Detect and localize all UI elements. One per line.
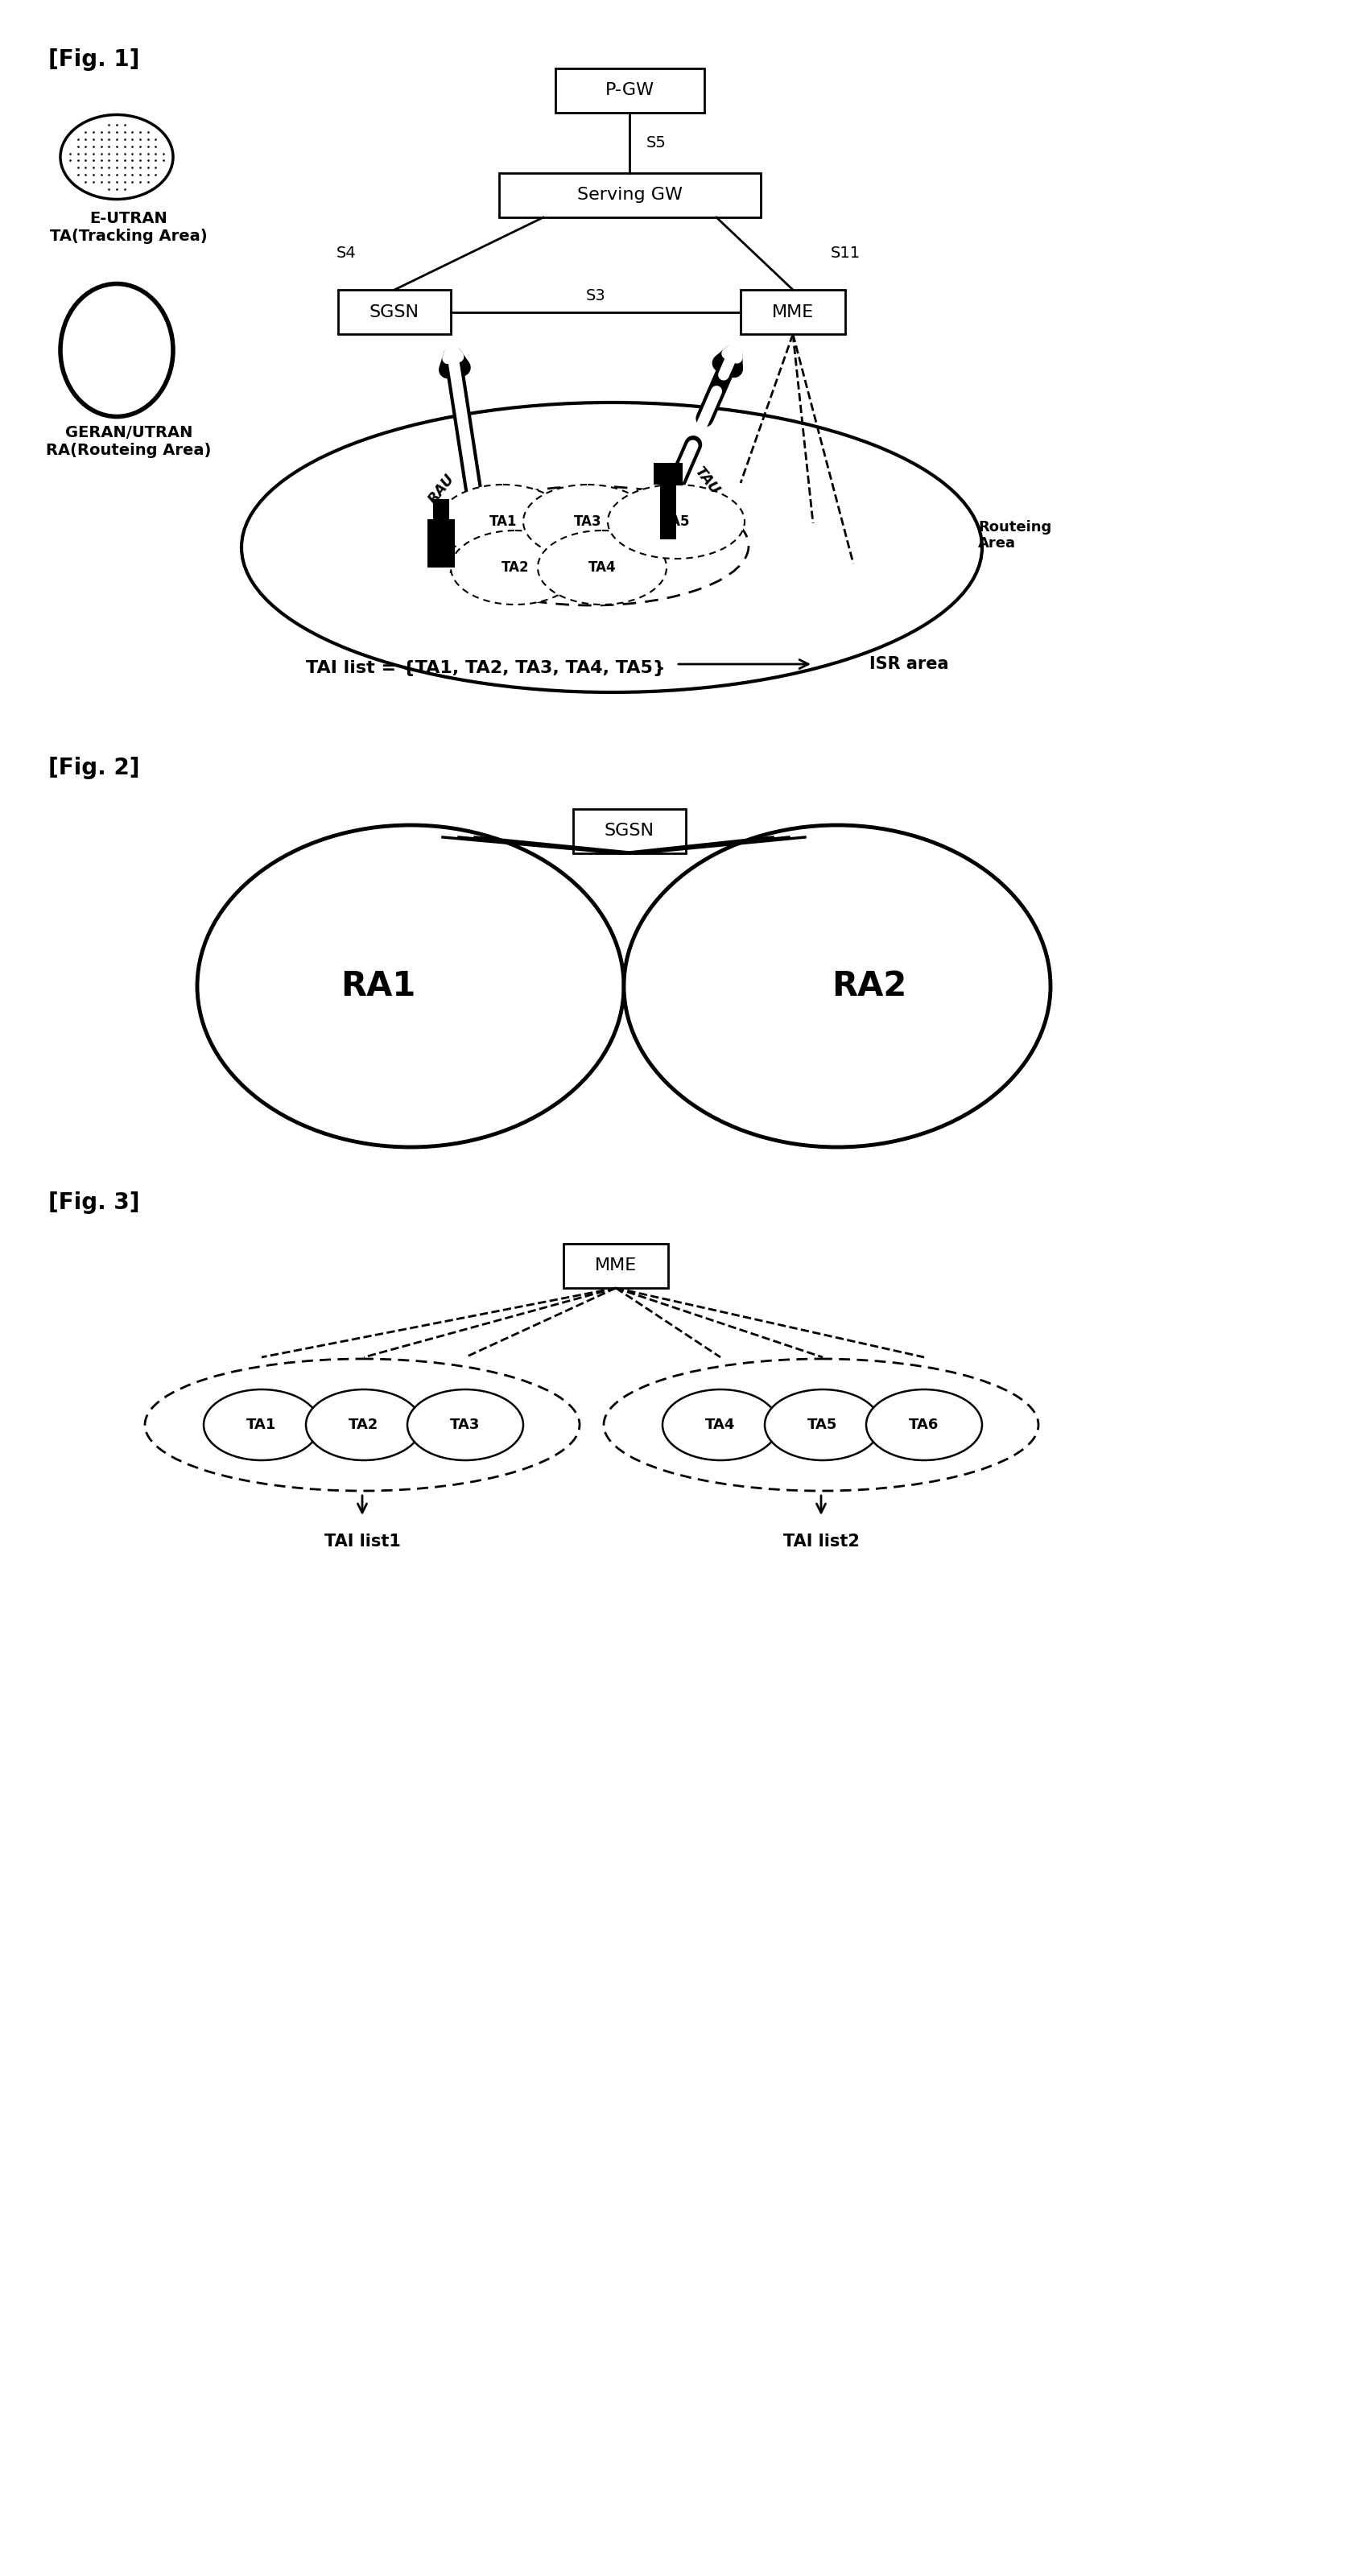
Text: TA2: TA2 [501, 562, 530, 574]
Ellipse shape [608, 484, 744, 559]
Text: S3: S3 [585, 289, 606, 304]
Text: ISR area: ISR area [869, 657, 949, 672]
Text: SGSN: SGSN [369, 304, 420, 319]
Ellipse shape [538, 531, 667, 605]
FancyBboxPatch shape [564, 1244, 668, 1288]
Ellipse shape [623, 824, 1051, 1146]
Text: TAI list = {TA1, TA2, TA3, TA4, TA5}: TAI list = {TA1, TA2, TA3, TA4, TA5} [306, 659, 665, 675]
Ellipse shape [242, 402, 982, 693]
Bar [660, 484, 676, 538]
Ellipse shape [866, 1388, 982, 1461]
Text: TA1: TA1 [489, 515, 517, 528]
Text: TAI list2: TAI list2 [784, 1533, 860, 1551]
Ellipse shape [407, 1388, 523, 1461]
Text: MME: MME [595, 1257, 637, 1275]
Text: E-UTRAN
TA(Tracking Area): E-UTRAN TA(Tracking Area) [50, 211, 208, 245]
FancyBboxPatch shape [555, 70, 705, 113]
Ellipse shape [604, 1360, 1039, 1492]
FancyBboxPatch shape [338, 289, 451, 335]
Ellipse shape [451, 531, 580, 605]
Text: Routeing
Area: Routeing Area [978, 520, 1051, 551]
Text: TA1: TA1 [247, 1417, 277, 1432]
Text: TA5: TA5 [808, 1417, 838, 1432]
Text: RAU: RAU [425, 471, 458, 507]
Text: TA6: TA6 [909, 1417, 940, 1432]
Text: [Fig. 3]: [Fig. 3] [49, 1190, 140, 1213]
Text: Serving GW: Serving GW [577, 188, 683, 204]
Ellipse shape [523, 484, 652, 559]
Ellipse shape [145, 1360, 580, 1492]
Text: TA3: TA3 [451, 1417, 481, 1432]
Text: SGSN: SGSN [604, 824, 655, 840]
Text: P-GW: P-GW [606, 82, 655, 98]
Text: S11: S11 [830, 245, 860, 260]
Bar [653, 464, 683, 484]
Text: [Fig. 1]: [Fig. 1] [49, 49, 140, 70]
Ellipse shape [197, 824, 623, 1146]
Text: TA5: TA5 [663, 515, 690, 528]
Text: TA3: TA3 [573, 515, 602, 528]
Text: TAU: TAU [691, 464, 722, 497]
Text: S4: S4 [337, 245, 356, 260]
Text: TA4: TA4 [705, 1417, 736, 1432]
FancyBboxPatch shape [740, 289, 845, 335]
Ellipse shape [306, 1388, 422, 1461]
Text: RA1: RA1 [341, 969, 416, 1002]
Ellipse shape [663, 1388, 778, 1461]
Text: [Fig. 2]: [Fig. 2] [49, 757, 140, 778]
Text: S5: S5 [646, 134, 665, 149]
Bar [428, 520, 455, 567]
Ellipse shape [204, 1388, 319, 1461]
Ellipse shape [765, 1388, 880, 1461]
Text: GERAN/UTRAN
RA(Routeing Area): GERAN/UTRAN RA(Routeing Area) [46, 425, 212, 459]
Ellipse shape [439, 484, 568, 559]
FancyBboxPatch shape [500, 173, 760, 216]
Text: MME: MME [771, 304, 813, 319]
Text: TAI list1: TAI list1 [325, 1533, 401, 1551]
Text: TA4: TA4 [588, 562, 617, 574]
FancyBboxPatch shape [573, 809, 686, 853]
Bar [433, 500, 449, 520]
Ellipse shape [60, 283, 172, 417]
Text: RA2: RA2 [832, 969, 907, 1002]
Text: TA2: TA2 [349, 1417, 379, 1432]
